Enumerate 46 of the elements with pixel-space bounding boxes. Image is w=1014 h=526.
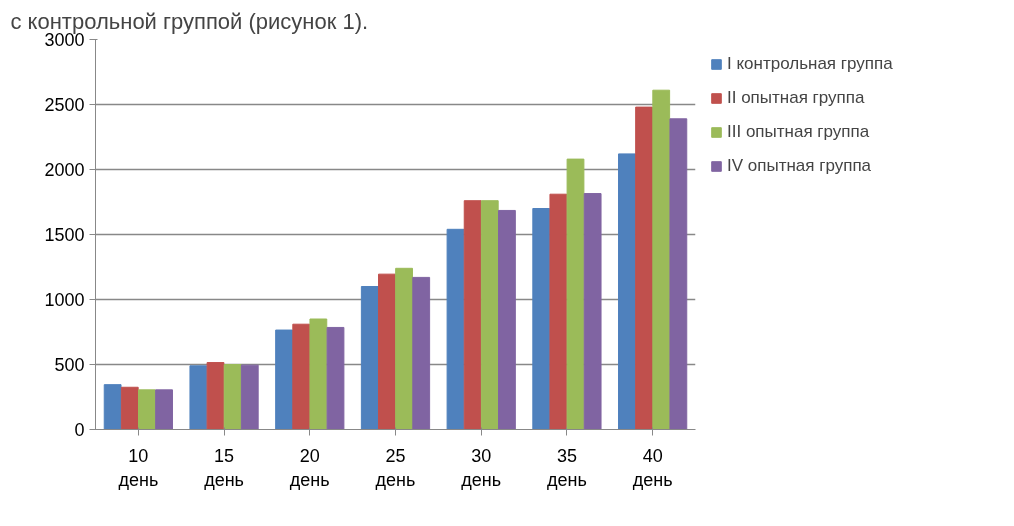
x-tick-label: 40 день (632, 445, 673, 490)
bar (618, 153, 636, 430)
bar (498, 209, 516, 430)
bar (652, 89, 671, 430)
bar (223, 364, 242, 430)
bar (292, 323, 311, 430)
bar (378, 273, 396, 430)
bar (412, 276, 431, 430)
bar (446, 228, 465, 430)
y-tick-label: 1000 (44, 290, 85, 310)
bar (480, 200, 499, 430)
bar (395, 267, 413, 430)
legend-label: I контрольная группа (727, 54, 893, 74)
y-tick-label: 2000 (44, 160, 85, 180)
bar (138, 389, 156, 430)
bar (583, 193, 602, 430)
x-tick-label: 25 день (375, 445, 416, 490)
bar (189, 365, 208, 430)
x-tick-label: 15 день (204, 445, 244, 490)
bar (206, 362, 225, 430)
bar (463, 200, 482, 430)
legend-label: II опытная группа (727, 88, 865, 108)
bar (566, 158, 585, 430)
text: с контрольной группой (рисунок 1). (10, 8, 369, 34)
bar (309, 318, 328, 430)
bar (669, 118, 688, 430)
y-tick-label: 1500 (44, 225, 85, 245)
bar (326, 326, 345, 430)
x-tick-label: 35 день (547, 445, 587, 490)
y-tick-label: 500 (54, 355, 85, 375)
bar (240, 364, 259, 430)
bar (103, 384, 122, 430)
bar (120, 386, 139, 430)
bar (360, 286, 379, 430)
bar (155, 389, 173, 430)
bar (635, 106, 653, 430)
y-tick-label: 2500 (44, 95, 85, 115)
bar (549, 193, 568, 430)
x-tick-label: 30 день (461, 445, 502, 490)
bar (532, 208, 551, 430)
x-tick-label: 10 день (118, 445, 159, 490)
x-tick-label: 20 день (289, 445, 330, 490)
legend-label: IV опытная группа (727, 156, 872, 176)
y-tick-label: 0 (74, 420, 85, 440)
legend-label: III опытная группа (727, 122, 870, 142)
bar (275, 329, 293, 430)
